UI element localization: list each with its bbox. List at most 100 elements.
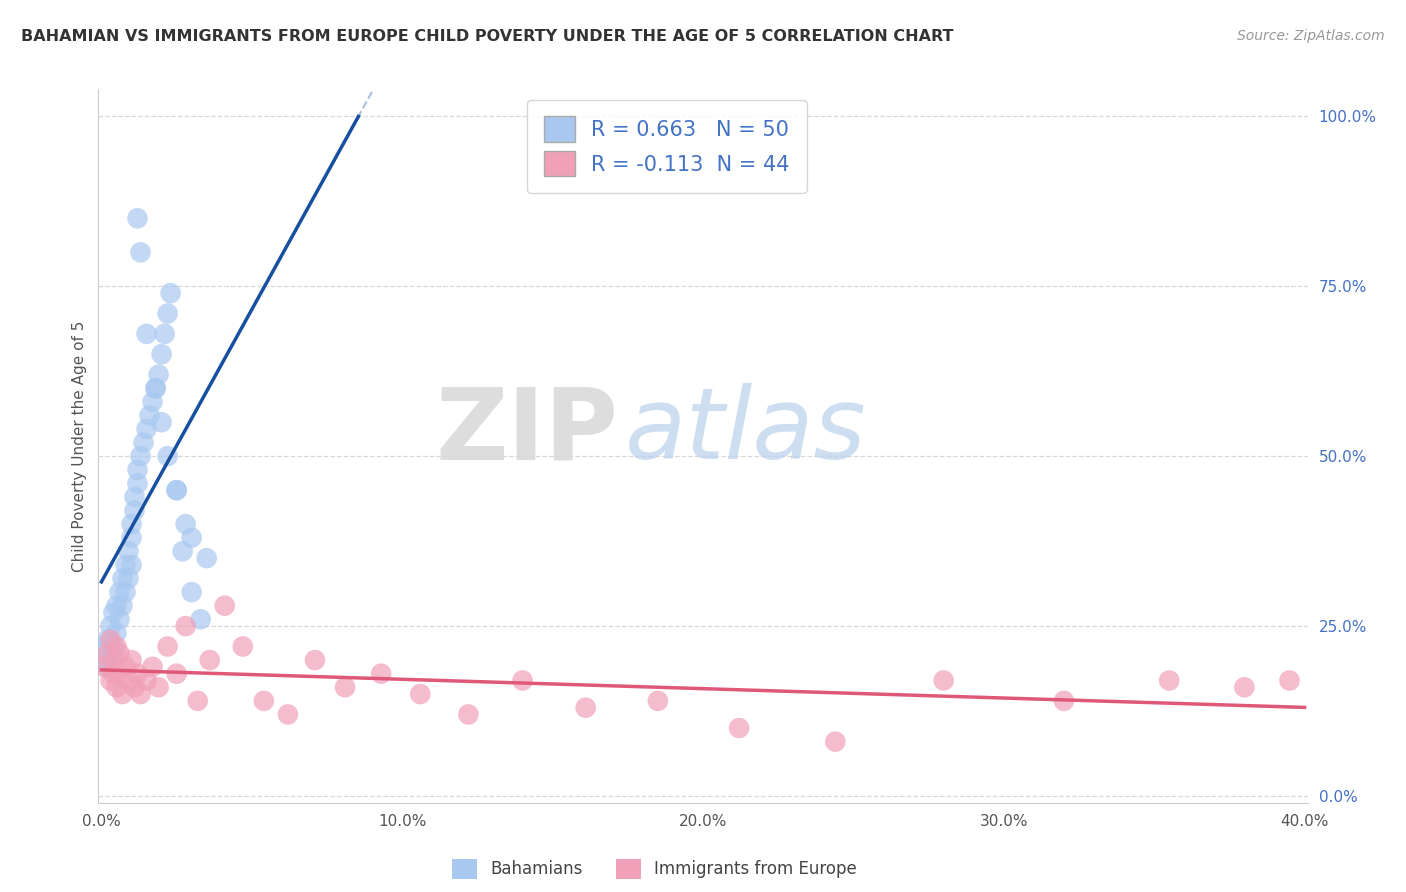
- Point: [142, 660, 165, 674]
- Point: [108, 646, 131, 660]
- Point: [121, 653, 143, 667]
- Point: [180, 585, 202, 599]
- Point: [105, 640, 128, 654]
- Point: [253, 694, 276, 708]
- Point: [108, 666, 131, 681]
- Point: [103, 640, 125, 654]
- Point: [1233, 680, 1256, 694]
- Point: [127, 463, 149, 477]
- Point: [124, 503, 146, 517]
- Point: [129, 245, 152, 260]
- Point: [156, 306, 179, 320]
- Point: [117, 572, 139, 586]
- Y-axis label: Child Poverty Under the Age of 5: Child Poverty Under the Age of 5: [72, 320, 87, 572]
- Point: [148, 680, 170, 694]
- Point: [100, 619, 122, 633]
- Point: [214, 599, 236, 613]
- Point: [127, 476, 149, 491]
- Point: [111, 687, 134, 701]
- Text: BAHAMIAN VS IMMIGRANTS FROM EUROPE CHILD POVERTY UNDER THE AGE OF 5 CORRELATION : BAHAMIAN VS IMMIGRANTS FROM EUROPE CHILD…: [21, 29, 953, 44]
- Point: [117, 544, 139, 558]
- Point: [409, 687, 432, 701]
- Point: [121, 517, 143, 532]
- Point: [166, 483, 188, 498]
- Point: [108, 585, 131, 599]
- Point: [96, 632, 118, 647]
- Point: [153, 326, 176, 341]
- Point: [138, 409, 160, 423]
- Point: [127, 211, 149, 226]
- Point: [824, 734, 846, 748]
- Point: [512, 673, 534, 688]
- Point: [100, 673, 122, 688]
- Point: [105, 680, 128, 694]
- Point: [114, 660, 136, 674]
- Point: [111, 599, 134, 613]
- Point: [93, 653, 115, 667]
- Point: [117, 673, 139, 688]
- Point: [111, 572, 134, 586]
- Point: [156, 449, 179, 463]
- Point: [150, 415, 173, 429]
- Point: [166, 483, 188, 498]
- Point: [93, 660, 115, 674]
- Point: [333, 680, 356, 694]
- Point: [103, 653, 125, 667]
- Point: [114, 585, 136, 599]
- Point: [180, 531, 202, 545]
- Point: [145, 381, 167, 395]
- Point: [932, 673, 955, 688]
- Point: [647, 694, 669, 708]
- Text: atlas: atlas: [624, 384, 866, 480]
- Point: [174, 517, 197, 532]
- Point: [304, 653, 326, 667]
- Point: [166, 666, 188, 681]
- Point: [728, 721, 751, 735]
- Point: [103, 606, 125, 620]
- Point: [1053, 694, 1076, 708]
- Point: [93, 640, 115, 654]
- Point: [108, 612, 131, 626]
- Point: [457, 707, 479, 722]
- Point: [100, 646, 122, 660]
- Point: [1159, 673, 1181, 688]
- Point: [187, 694, 209, 708]
- Point: [195, 551, 218, 566]
- Point: [159, 286, 181, 301]
- Point: [121, 558, 143, 572]
- Point: [148, 368, 170, 382]
- Point: [114, 558, 136, 572]
- Point: [575, 700, 598, 714]
- Point: [277, 707, 299, 722]
- Text: Source: ZipAtlas.com: Source: ZipAtlas.com: [1237, 29, 1385, 43]
- Point: [145, 381, 167, 395]
- Point: [135, 422, 157, 436]
- Point: [127, 666, 149, 681]
- Point: [174, 619, 197, 633]
- Point: [135, 326, 157, 341]
- Point: [132, 435, 155, 450]
- Point: [124, 490, 146, 504]
- Point: [232, 640, 254, 654]
- Point: [121, 531, 143, 545]
- Text: ZIP: ZIP: [436, 384, 619, 480]
- Point: [96, 646, 118, 660]
- Point: [129, 449, 152, 463]
- Point: [96, 660, 118, 674]
- Legend: Bahamians, Immigrants from Europe: Bahamians, Immigrants from Europe: [444, 850, 866, 888]
- Point: [135, 673, 157, 688]
- Point: [150, 347, 173, 361]
- Point: [142, 394, 165, 409]
- Point: [100, 632, 122, 647]
- Point: [103, 666, 125, 681]
- Point: [190, 612, 212, 626]
- Point: [124, 680, 146, 694]
- Point: [172, 544, 194, 558]
- Point: [156, 640, 179, 654]
- Point: [105, 599, 128, 613]
- Point: [370, 666, 392, 681]
- Point: [105, 626, 128, 640]
- Point: [1278, 673, 1301, 688]
- Point: [198, 653, 221, 667]
- Point: [129, 687, 152, 701]
